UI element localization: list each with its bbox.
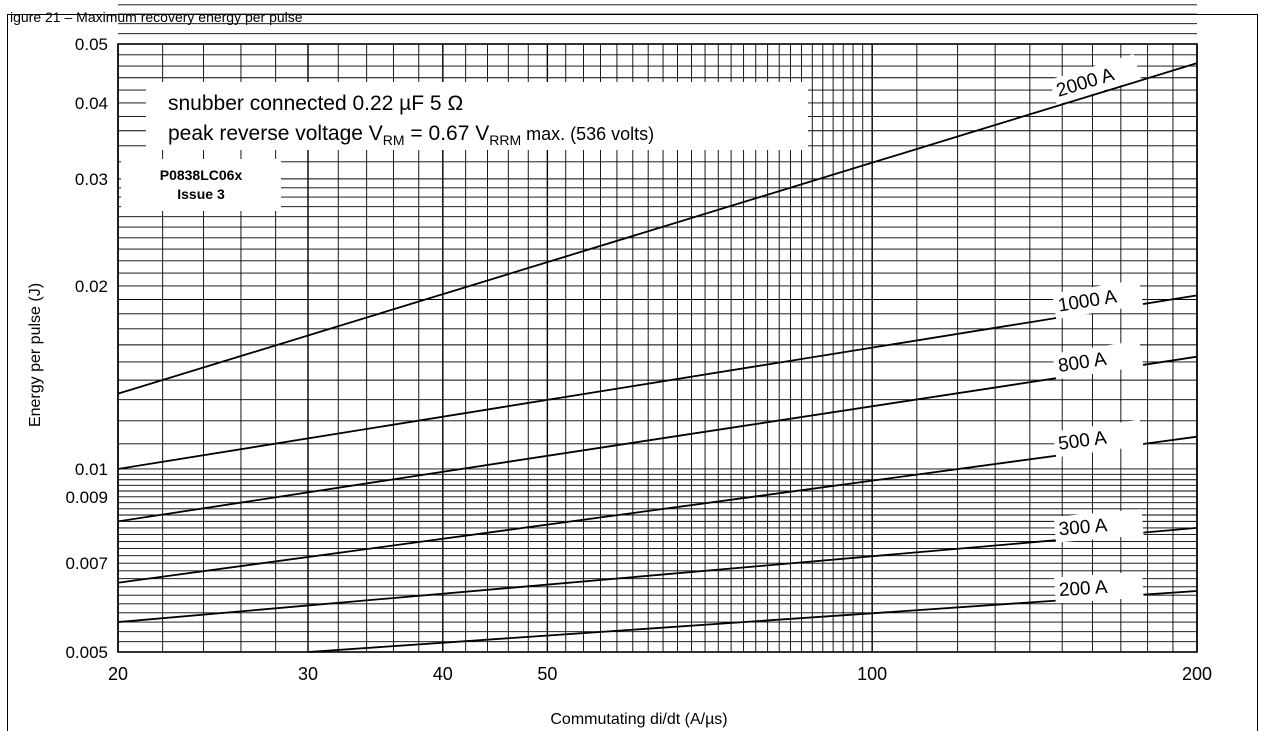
tick-labels: 20 30 40 50 100 200 0.005 0.007 0.009 0.01 0.02 0.0… — [65, 35, 1212, 684]
y-tick-label: 0.005 — [65, 643, 108, 662]
y-tick-label: 0.007 — [65, 554, 108, 573]
series-lines — [117, 62, 1198, 653]
x-tick-label: 20 — [108, 664, 128, 684]
x-axis-label: Commutating di/dt (A/µs) — [550, 711, 727, 728]
x-tick-label: 30 — [298, 664, 318, 684]
x-tick-label: 100 — [857, 664, 887, 684]
series-line — [117, 526, 1198, 623]
series-line — [117, 355, 1198, 523]
x-tick-label: 40 — [433, 664, 453, 684]
series-line — [117, 62, 1198, 395]
plot-border — [117, 43, 1198, 653]
series-label: 300 A — [1058, 515, 1109, 540]
part-number-badge — [121, 159, 281, 211]
y-tick-label: 0.02 — [75, 277, 108, 296]
part-number: P0838LC06x — [160, 167, 243, 183]
annotation-box — [146, 82, 808, 150]
y-tick-label: 0.05 — [75, 35, 108, 54]
figure-caption: igure 21 – Maximum recovery energy per p… — [10, 9, 303, 25]
series-label-bg — [1052, 279, 1144, 320]
snubber-annotation: snubber connected 0.22 µF 5 Ω — [168, 92, 463, 115]
issue-number: Issue 3 — [177, 186, 225, 202]
y-tick-label: 0.01 — [75, 460, 108, 479]
y-axis-label: Energy per pulse (J) — [27, 283, 44, 427]
series-label-bg — [1053, 509, 1144, 543]
y-tick-label: 0.03 — [75, 170, 108, 189]
series-label: 1000 A — [1057, 286, 1119, 316]
series-line — [117, 294, 1198, 470]
series-label-bg — [1049, 54, 1142, 105]
y-tick-label: 0.009 — [65, 488, 108, 507]
series-line — [307, 590, 1198, 653]
series-label-bg — [1052, 419, 1144, 458]
y-tick-label: 0.04 — [75, 94, 108, 113]
series-label: 200 A — [1058, 577, 1108, 601]
voltage-annotation: peak reverse voltage VRM = 0.67 VRRM max… — [168, 122, 654, 148]
annotations: snubber connected 0.22 µF 5 Ω peak rever… — [121, 82, 808, 211]
series-label-bg — [1054, 571, 1144, 604]
x-tick-label: 200 — [1182, 664, 1212, 684]
series-label-bg — [1052, 340, 1144, 380]
x-tick-label: 50 — [537, 664, 557, 684]
series-line — [117, 435, 1198, 584]
